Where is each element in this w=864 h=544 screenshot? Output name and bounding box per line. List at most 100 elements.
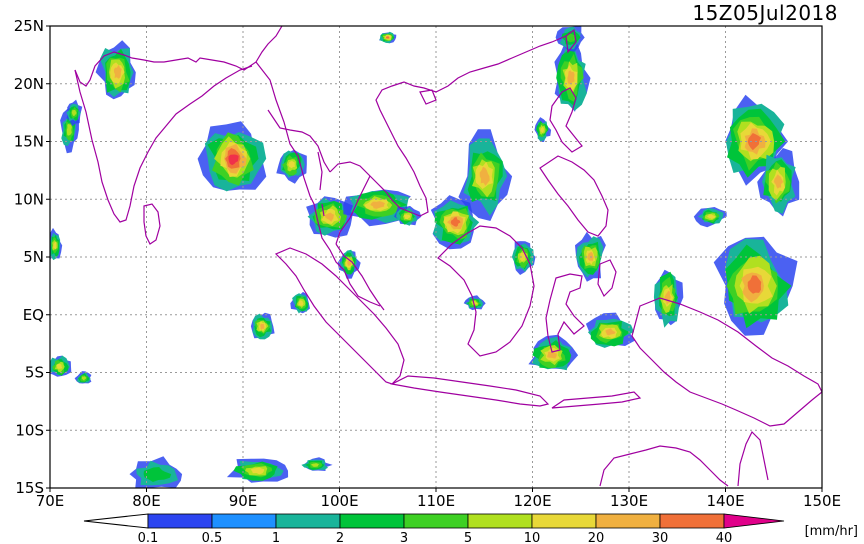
rain-contour xyxy=(747,275,762,294)
rain-contour xyxy=(66,124,72,136)
rain-contour xyxy=(707,214,716,219)
map-title: 15Z05Jul2018 xyxy=(692,1,838,25)
coastlines xyxy=(74,26,822,487)
rain-cell xyxy=(95,40,136,100)
java xyxy=(390,375,550,407)
rain-contour xyxy=(228,154,239,166)
colorbar-segment xyxy=(659,513,725,529)
colorbar-tick-label: 0.5 xyxy=(202,531,223,544)
rain-contour xyxy=(113,64,122,79)
x-tick-label: 100E xyxy=(320,492,358,510)
hainan xyxy=(419,89,437,105)
taiwan xyxy=(565,28,577,54)
colorbar-left-arrow xyxy=(83,513,149,529)
australia-north xyxy=(599,445,729,487)
rain-cell xyxy=(343,189,411,227)
rain-contour xyxy=(540,126,544,133)
sulawesi xyxy=(545,273,585,353)
philippines-luzon xyxy=(549,87,583,153)
philippines-south xyxy=(539,155,609,237)
x-tick-label: 70E xyxy=(36,492,65,510)
rain-cell xyxy=(528,334,579,371)
colorbar-tick-label: 40 xyxy=(716,531,733,544)
rain-contour xyxy=(81,376,87,381)
sri-lanka xyxy=(143,203,161,245)
rain-contour xyxy=(53,241,57,250)
rain-contour xyxy=(386,36,390,39)
y-tick-label: 20N xyxy=(14,75,44,93)
rain-cell xyxy=(290,291,310,314)
rain-contour xyxy=(310,463,319,467)
x-tick-label: 130E xyxy=(610,492,648,510)
colorbar-tick-label: 5 xyxy=(464,531,472,544)
rain-contour xyxy=(547,351,557,359)
rain-cell xyxy=(129,456,183,488)
rain-contour xyxy=(56,363,63,369)
rain-cell xyxy=(394,205,422,226)
rain-cell xyxy=(276,149,307,184)
rain-contour xyxy=(479,166,490,186)
x-tick-label: 90E xyxy=(229,492,258,510)
colorbar-segment xyxy=(211,513,277,529)
colorbar: 0.1 0.5 1 2 3 5 10 20 30 40 [mm/hr] xyxy=(83,513,858,544)
colorbar-tick-label: 1 xyxy=(272,531,280,544)
rain-cell xyxy=(250,312,275,340)
colorbar-segment xyxy=(531,513,597,529)
colorbar-segment xyxy=(403,513,469,529)
colorbar-segment xyxy=(275,513,341,529)
bay-bengal-east xyxy=(255,61,381,307)
rain-contour xyxy=(747,133,762,151)
rain-contour xyxy=(773,174,784,189)
colorbar-segment xyxy=(147,513,213,529)
x-tick-label: 80E xyxy=(132,492,161,510)
indochina-coast xyxy=(329,35,567,217)
colorbar-segment xyxy=(467,513,533,529)
rain-cell xyxy=(458,129,513,221)
y-tick-label: 15N xyxy=(14,133,44,151)
x-tick-label: 150E xyxy=(803,492,841,510)
gridlines xyxy=(50,26,822,488)
y-tick-label: 15S xyxy=(15,479,44,497)
india-west-coast xyxy=(74,65,253,223)
rain-cell xyxy=(693,207,727,228)
rain-cell xyxy=(50,227,63,261)
rain-cell xyxy=(337,249,361,279)
rain-contour xyxy=(298,300,304,306)
nicobar xyxy=(321,203,325,217)
rain-cell xyxy=(74,371,92,384)
malay-peninsula xyxy=(335,243,385,311)
rain-contour xyxy=(324,212,335,222)
rain-contour xyxy=(450,217,461,227)
rain-cell xyxy=(653,269,684,328)
new-guinea xyxy=(631,297,822,427)
rain-cell xyxy=(713,236,798,336)
rain-contour xyxy=(370,201,385,209)
rain-contour xyxy=(403,214,411,220)
x-tick-label: 110E xyxy=(417,492,455,510)
rain-contour xyxy=(260,323,265,330)
sumatra xyxy=(274,247,405,385)
rain-cell xyxy=(534,117,552,142)
colorbar-segment xyxy=(339,513,405,529)
y-tick-label: 5S xyxy=(25,364,44,382)
y-tick-label: 10S xyxy=(15,421,44,439)
rain-contour xyxy=(251,467,265,475)
x-tick-label: 120E xyxy=(513,492,551,510)
colorbar-right-arrow xyxy=(723,513,785,529)
colorbar-tick-label: 2 xyxy=(336,531,344,544)
colorbar-unit: [mm/hr] xyxy=(805,524,858,539)
colorbar-tick-label: 30 xyxy=(652,531,669,544)
colorbar-tick-label: 10 xyxy=(524,531,541,544)
lesser-sunda xyxy=(551,391,642,409)
y-tick-label: 10N xyxy=(14,190,44,208)
x-tick-label: 140E xyxy=(706,492,744,510)
rain-cell xyxy=(197,121,267,192)
colorbar-segment xyxy=(595,513,661,529)
burma-coast xyxy=(267,109,331,173)
rain-cell xyxy=(301,457,333,471)
borneo xyxy=(437,225,535,357)
rain-cell xyxy=(50,355,72,377)
axes: 70E 80E 90E 100E 110E 120E 130E 140E 150E 25N 20N 1… xyxy=(14,17,841,510)
halmahera xyxy=(597,259,617,298)
